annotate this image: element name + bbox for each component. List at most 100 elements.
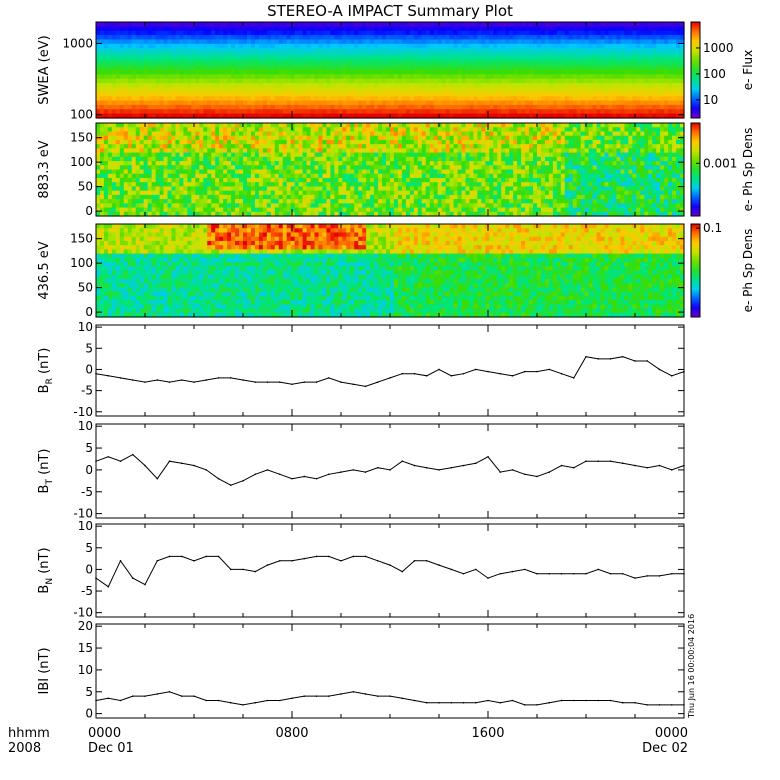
spectrogram-cell (390, 61, 395, 67)
spectrogram-cell (584, 26, 590, 32)
spectrogram-cell (457, 26, 463, 32)
spectrogram-cell (219, 113, 224, 119)
spectrogram-cell (243, 74, 248, 80)
spectrogram-cell (592, 52, 598, 58)
spectrogram-cell (239, 104, 244, 110)
spectrogram-cell (409, 78, 415, 84)
spectrogram-cell (107, 203, 113, 209)
spectrogram-cell (397, 83, 403, 89)
spectrogram-cell (378, 199, 383, 204)
spectrogram-cell (195, 109, 200, 115)
spectrogram-cell (127, 148, 133, 154)
spectrogram-cell (119, 83, 125, 89)
spectrogram-cell (199, 113, 204, 119)
spectrogram-cell (417, 109, 423, 115)
spectrogram-cell (239, 207, 244, 213)
spectrogram-cell (298, 177, 304, 183)
spectrogram-cell (302, 35, 308, 41)
spectrogram-cell (322, 96, 328, 102)
spectrogram-cell (294, 127, 300, 133)
spectrogram-cell (584, 113, 590, 119)
spectrogram-cell (96, 203, 101, 209)
spectrogram-cell (96, 26, 101, 32)
spectrogram-cell (425, 113, 431, 119)
spectrogram-cell (107, 91, 113, 97)
spectrogram-cell (417, 91, 423, 97)
spectrogram-cell (326, 161, 332, 166)
spectrogram-cell (282, 83, 288, 89)
spectrogram-cell (282, 144, 288, 149)
spectrogram-cell (366, 43, 371, 49)
spectrogram-cell (660, 78, 665, 84)
spectrogram-cell (644, 48, 649, 54)
spectrogram-cell (378, 96, 383, 102)
spectrogram-cell (298, 74, 304, 80)
spectrogram-cell (473, 61, 479, 67)
spectrogram-cell (433, 26, 439, 32)
spectrogram-cell (560, 87, 566, 93)
spectrogram-cell (433, 39, 439, 45)
spectrogram-cell (382, 78, 387, 84)
spectrogram-cell (397, 70, 403, 75)
spectrogram-cell (306, 22, 312, 27)
spectrogram-cell (616, 48, 622, 54)
spectrogram-cell (326, 144, 332, 149)
spectrogram-cell (147, 161, 153, 166)
spectrogram-cell (187, 194, 192, 200)
spectrogram-cell (473, 83, 479, 89)
spectrogram-cell (668, 52, 673, 58)
spectrogram-cell (231, 144, 236, 149)
spectrogram-cell (266, 61, 272, 67)
spectrogram-cell (235, 35, 240, 41)
spectrogram-cell (282, 211, 288, 217)
spectrogram-cell (294, 169, 300, 175)
spectrogram-cell (270, 22, 276, 27)
spectrogram-cell (672, 113, 677, 119)
spectrogram-cell (298, 70, 304, 75)
spectrogram-cell (119, 186, 125, 192)
spectrogram-cell (346, 131, 351, 137)
spectrogram-cell (501, 35, 506, 41)
spectrogram-cell (350, 182, 355, 188)
spectrogram-cell (282, 173, 288, 179)
spectrogram-cell (211, 148, 216, 154)
spectrogram-cell (417, 52, 423, 58)
spectrogram-cell (254, 109, 260, 115)
spectrogram-cell (664, 109, 669, 115)
spectrogram-cell (374, 109, 379, 115)
spectrogram-cell (135, 22, 141, 27)
spectrogram-cell (378, 30, 383, 36)
spectrogram-cell (358, 48, 363, 54)
spectrogram-cell (167, 207, 173, 213)
spectrogram-cell (401, 56, 407, 62)
spectrogram-cell (525, 87, 530, 93)
spectrogram-cell (243, 190, 248, 196)
spectrogram-cell (449, 104, 455, 110)
spectrogram-cell (96, 70, 101, 75)
spectrogram-cell (175, 211, 181, 217)
spectrogram-cell (497, 91, 502, 97)
spectrogram-cell (362, 48, 367, 54)
spectrogram-cell (131, 22, 137, 27)
spectrogram-cell (207, 109, 212, 115)
spectrogram-cell (441, 39, 447, 45)
spectrogram-cell (262, 127, 268, 133)
spectrogram-cell (501, 22, 506, 27)
spectrogram-cell (282, 203, 288, 209)
spectrogram-cell (370, 190, 375, 196)
spectrogram-cell (616, 96, 622, 102)
spectrogram-cell (413, 83, 419, 89)
spectrogram-cell (378, 177, 383, 183)
spectrogram-cell (390, 104, 395, 110)
spectrogram-cell (199, 148, 204, 154)
spectrogram-cell (537, 96, 542, 102)
spectrogram-cell (338, 199, 343, 204)
spectrogram-cell (270, 182, 276, 188)
spectrogram-cell (382, 207, 387, 213)
spectrogram-cell (239, 100, 244, 106)
spectrogram-cell (258, 152, 264, 158)
spectrogram-cell (123, 65, 129, 71)
spectrogram-cell (286, 173, 292, 179)
spectrogram-cell (254, 39, 260, 45)
spectrogram-cell (548, 43, 554, 49)
